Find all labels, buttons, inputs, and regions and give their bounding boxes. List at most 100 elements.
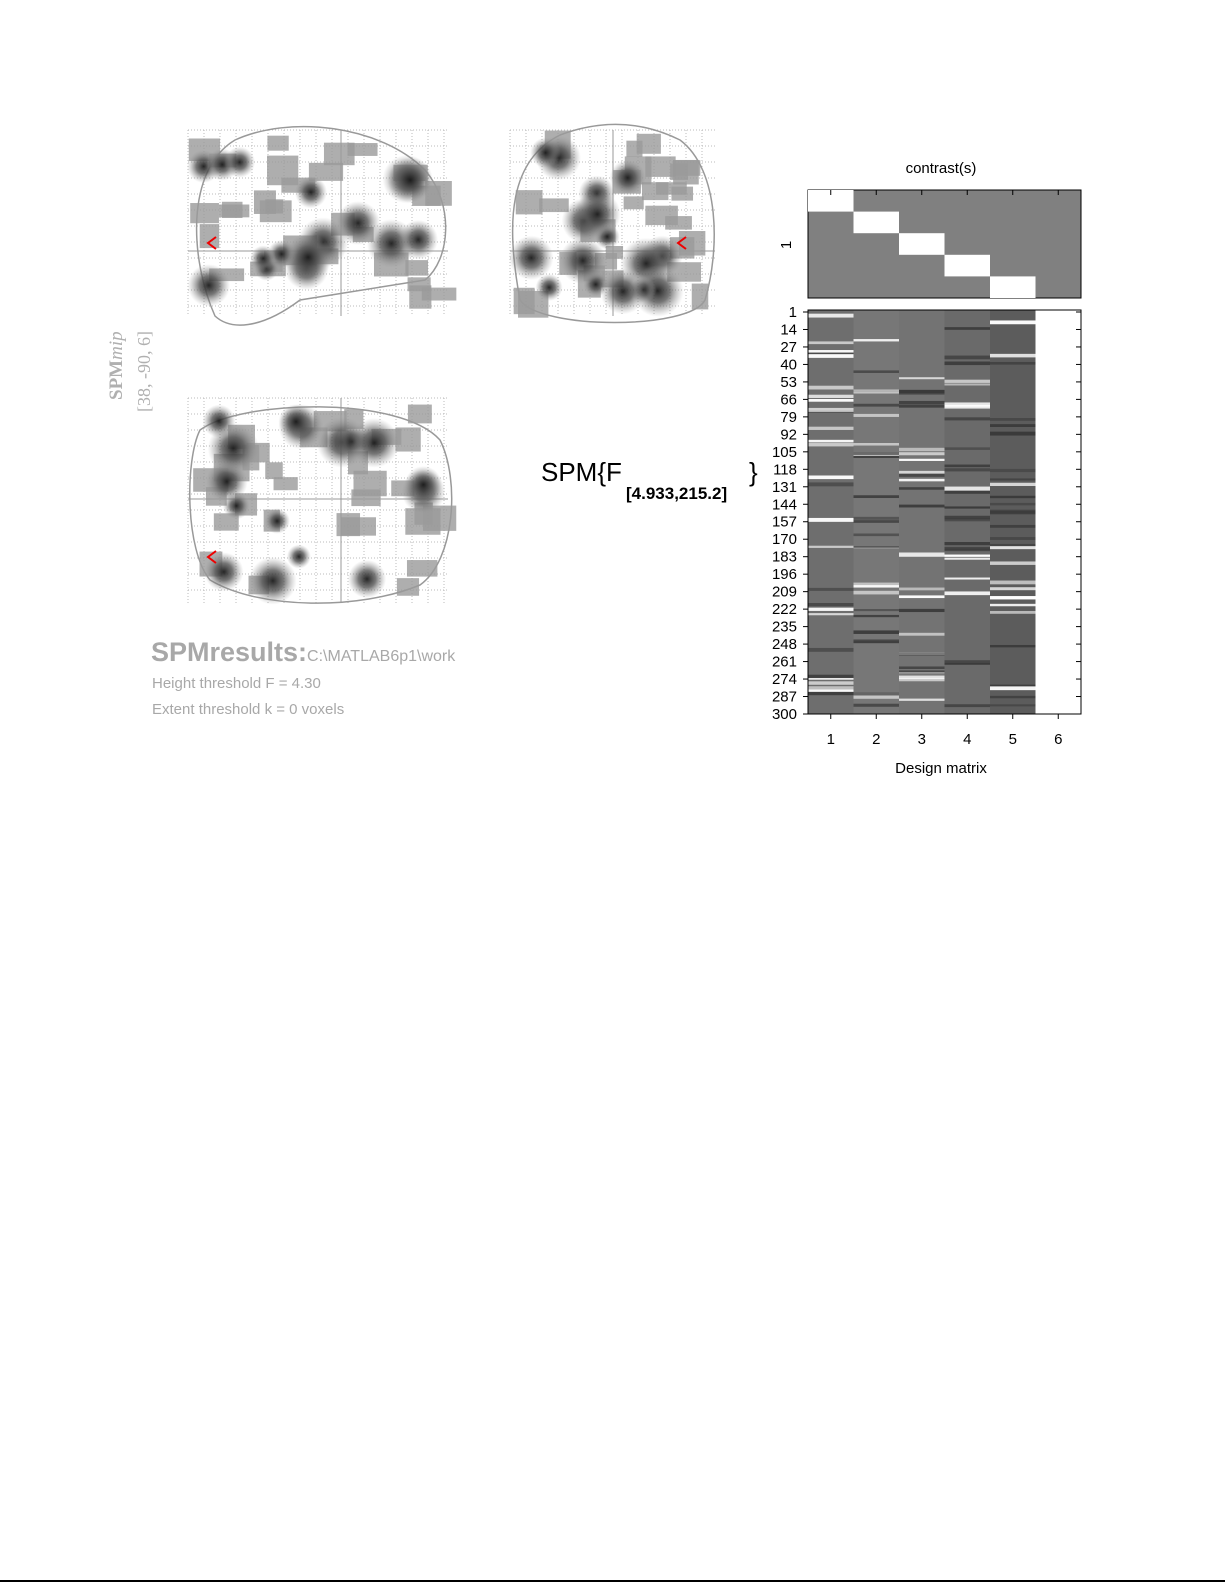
brain-blob <box>284 233 332 282</box>
statistic-closing: } <box>749 457 758 487</box>
design-stripe <box>808 689 854 692</box>
statistic-dof: [4.933,215.2] <box>626 484 727 503</box>
contrast-weights <box>808 190 1059 298</box>
brain-patch <box>513 287 535 315</box>
design-stripe <box>808 545 854 548</box>
design-stripe <box>808 674 854 679</box>
brain-blob <box>347 559 387 599</box>
brain-blob <box>207 422 259 475</box>
mip-coordinates: [38, -90, 6] <box>134 331 154 412</box>
design-stripe <box>808 439 854 443</box>
column-tick-label: 3 <box>918 731 926 748</box>
design-stripe <box>853 413 899 417</box>
row-tick-label: 170 <box>772 531 797 548</box>
brain-patch <box>265 462 283 480</box>
design-matrix-axes: 1142740536679921051181311441571701831962… <box>772 304 1081 748</box>
design-stripe <box>853 389 899 394</box>
design-stripe <box>808 354 854 358</box>
row-tick-label: 222 <box>772 601 797 618</box>
brain-patch <box>678 231 706 256</box>
row-tick-label: 105 <box>772 444 797 461</box>
design-stripe <box>808 399 854 402</box>
design-stripe <box>990 509 1036 514</box>
design-stripe <box>990 353 1036 358</box>
design-stripe <box>899 677 945 682</box>
design-stripe <box>808 607 854 611</box>
design-stripe <box>944 402 990 407</box>
design-stripe <box>899 458 945 461</box>
design-stripe <box>808 394 854 398</box>
design-stripe <box>853 692 899 696</box>
design-stripe <box>853 585 899 588</box>
design-stripe <box>853 609 899 612</box>
row-tick-label: 157 <box>772 514 797 531</box>
column-tick-label: 2 <box>872 731 880 748</box>
row-tick-label: 53 <box>780 374 797 391</box>
design-stripe <box>899 608 945 613</box>
brain-patch <box>515 190 543 215</box>
row-tick-label: 300 <box>772 706 797 723</box>
design-stripe <box>853 520 899 523</box>
design-stripe <box>990 596 1036 600</box>
design-stripe <box>944 662 990 665</box>
design-stripe <box>944 490 990 494</box>
design-stripe <box>853 533 899 537</box>
design-stripe <box>899 447 945 452</box>
mip-label: SPMmip <box>106 331 127 400</box>
brain-blob <box>336 201 381 246</box>
contrast-row-label: 1 <box>778 241 795 249</box>
height-threshold: Height threshold F = 4.30 <box>152 675 321 692</box>
design-stripe <box>808 350 854 353</box>
brain-blob <box>387 157 434 203</box>
design-stripe <box>899 377 945 380</box>
brain-patch <box>396 578 420 596</box>
design-stripe <box>899 487 945 490</box>
row-tick-label: 131 <box>772 479 797 496</box>
design-stripe <box>853 452 899 456</box>
design-stripe <box>990 695 1036 699</box>
brain-blob <box>530 137 561 168</box>
design-stripe <box>808 681 854 685</box>
brain-blob <box>294 176 328 209</box>
column-tick-label: 4 <box>963 731 971 748</box>
design-stripe <box>944 557 990 560</box>
design-stripe <box>899 666 945 669</box>
brain-outline <box>511 123 715 324</box>
statistic-label: SPM{F <box>541 457 622 487</box>
brain-blob <box>264 508 290 534</box>
design-stripe <box>944 515 990 520</box>
design-stripe <box>990 482 1036 487</box>
row-tick-label: 118 <box>773 461 797 478</box>
results-title: SPMresults:C:\MATLAB6p1\work <box>151 637 456 667</box>
design-stripe <box>944 591 990 596</box>
design-stripe <box>899 652 945 656</box>
design-stripe <box>899 672 945 675</box>
design-stripe <box>944 506 990 509</box>
brain-blob <box>609 159 646 196</box>
brain-outline <box>195 125 447 326</box>
column-tick-label: 1 <box>827 731 835 748</box>
design-column <box>944 310 990 714</box>
brain-patch <box>308 162 344 181</box>
brain-blob <box>600 268 646 315</box>
design-column <box>853 310 899 714</box>
brain-blob <box>404 465 443 504</box>
design-stripe <box>944 660 990 663</box>
design-stripe <box>990 537 1036 540</box>
brain-patch <box>665 216 692 230</box>
design-stripe <box>808 341 854 345</box>
design-stripe <box>808 351 854 355</box>
design-stripe <box>944 406 990 409</box>
row-tick-label: 1 <box>789 304 797 321</box>
brain-blob <box>535 273 563 301</box>
design-stripe <box>990 603 1036 607</box>
mip-label-text: SPM <box>106 360 127 400</box>
column-tick-label: 5 <box>1009 731 1017 748</box>
design-stripe <box>808 313 854 318</box>
brain-blob <box>574 190 621 238</box>
design-stripe <box>990 431 1036 436</box>
design-stripe <box>899 698 945 701</box>
brain-blob <box>559 237 607 285</box>
brain-patch <box>340 517 376 536</box>
brain-patch <box>323 142 355 166</box>
